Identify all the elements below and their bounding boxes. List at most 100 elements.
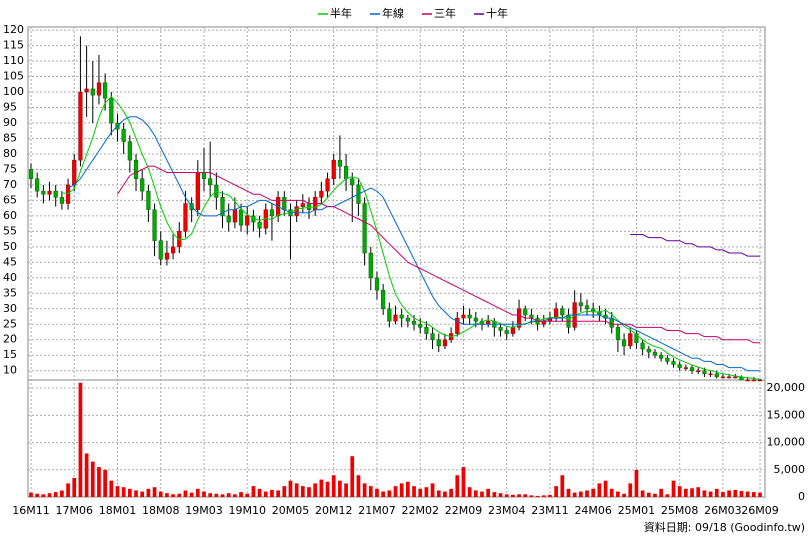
candle-body bbox=[523, 308, 528, 316]
volume-bar bbox=[461, 467, 466, 497]
candle-body bbox=[461, 314, 466, 319]
volume-bar bbox=[66, 483, 70, 497]
volume-bar bbox=[566, 488, 571, 497]
candle-body bbox=[133, 159, 139, 179]
volume-bar bbox=[424, 487, 429, 497]
candle-body bbox=[220, 197, 225, 217]
volume-bar bbox=[35, 493, 40, 497]
candle-body bbox=[282, 197, 287, 210]
footnote: 資料日期: 09/18 (Goodinfo.tw) bbox=[644, 520, 805, 534]
candle-body bbox=[164, 252, 170, 260]
volume-bar bbox=[158, 491, 163, 497]
candle-body bbox=[53, 190, 58, 198]
candle-body bbox=[325, 178, 330, 192]
y-tick-label: 55 bbox=[3, 224, 17, 237]
candle-body bbox=[146, 190, 151, 210]
candle-body bbox=[504, 330, 509, 334]
x-tick-label: 26M03 bbox=[704, 504, 742, 517]
volume-bar bbox=[653, 493, 657, 497]
volume-bar bbox=[251, 486, 256, 497]
volume-bar bbox=[276, 490, 280, 497]
volume-bar bbox=[671, 480, 676, 497]
volume-bar bbox=[171, 494, 175, 497]
candle-body bbox=[121, 128, 126, 142]
candle-body bbox=[486, 320, 491, 325]
x-tick-label: 19M10 bbox=[228, 504, 266, 517]
candle-body bbox=[393, 314, 398, 322]
candle-body bbox=[374, 277, 380, 291]
volume-bar bbox=[430, 483, 435, 497]
volume-bar bbox=[84, 453, 89, 497]
y2-tick-label: 20,000 bbox=[767, 381, 806, 394]
candle-body bbox=[424, 327, 429, 334]
volume-bar bbox=[282, 486, 287, 497]
candle-body bbox=[65, 184, 71, 204]
candle-body bbox=[733, 376, 738, 379]
candle-body bbox=[615, 327, 621, 340]
y-tick-label: 15 bbox=[3, 348, 17, 361]
volume-bar bbox=[745, 491, 750, 497]
candle-body bbox=[708, 373, 713, 376]
x-tick-label: 22M02 bbox=[401, 504, 439, 517]
volume-bar bbox=[319, 479, 324, 497]
volume-bar bbox=[362, 483, 367, 497]
volume-bar bbox=[338, 480, 342, 497]
volume-bar bbox=[393, 486, 398, 497]
candle-body bbox=[158, 240, 163, 260]
volume-bar bbox=[97, 467, 101, 497]
volume-bar bbox=[189, 492, 194, 497]
candle-body bbox=[90, 88, 95, 96]
candle-body bbox=[96, 82, 102, 96]
y-tick-label: 35 bbox=[3, 286, 17, 299]
volume-bar bbox=[443, 491, 447, 497]
candle-body bbox=[343, 166, 349, 179]
volume-bar bbox=[727, 490, 731, 497]
candle-body bbox=[59, 197, 64, 204]
volume-bar bbox=[412, 486, 416, 497]
candle-body bbox=[294, 206, 299, 217]
volume-bar bbox=[368, 486, 373, 497]
volume-bar bbox=[677, 486, 682, 497]
volume-bar bbox=[739, 491, 744, 497]
volume-bar bbox=[263, 491, 268, 497]
y2-tick-label: 5,000 bbox=[774, 463, 806, 476]
volume-bar bbox=[208, 493, 213, 497]
volume-bar bbox=[684, 488, 688, 497]
candle-body bbox=[665, 358, 670, 362]
volume-bar bbox=[529, 495, 534, 497]
volume-bar bbox=[511, 494, 515, 497]
candle-body bbox=[177, 231, 182, 248]
volume-bar bbox=[288, 480, 293, 497]
x-tick-label: 26M09 bbox=[741, 504, 779, 517]
candle-body bbox=[78, 91, 83, 161]
candle-body bbox=[689, 367, 695, 371]
y-tick-label: 85 bbox=[3, 131, 17, 144]
candle-body bbox=[226, 215, 231, 223]
candle-body bbox=[300, 203, 305, 207]
candle-body bbox=[578, 302, 583, 306]
volume-bar bbox=[140, 491, 145, 497]
ma-line bbox=[630, 234, 760, 257]
x-tick-label: 17M06 bbox=[55, 504, 93, 517]
volume-bar bbox=[702, 490, 707, 497]
legend-label: 三年 bbox=[434, 6, 456, 20]
volume-bar bbox=[239, 492, 243, 497]
volume-bar bbox=[554, 486, 558, 497]
volume-bar bbox=[751, 492, 756, 497]
candle-body bbox=[257, 221, 262, 229]
volume-bar bbox=[29, 492, 33, 497]
y-tick-label: 110 bbox=[3, 54, 24, 67]
y-tick-label: 100 bbox=[3, 85, 24, 98]
volume-bar bbox=[356, 475, 361, 497]
volume-bar bbox=[226, 493, 231, 497]
volume-bar bbox=[758, 492, 762, 497]
volume-bar bbox=[708, 491, 713, 497]
volume-bar bbox=[597, 483, 602, 497]
volume-bar bbox=[578, 491, 583, 497]
x-tick-label: 20M12 bbox=[315, 504, 353, 517]
volume-bar bbox=[585, 490, 589, 497]
x-tick-label: 25M08 bbox=[661, 504, 699, 517]
volume-bar bbox=[714, 488, 719, 497]
candle-body bbox=[269, 209, 275, 217]
